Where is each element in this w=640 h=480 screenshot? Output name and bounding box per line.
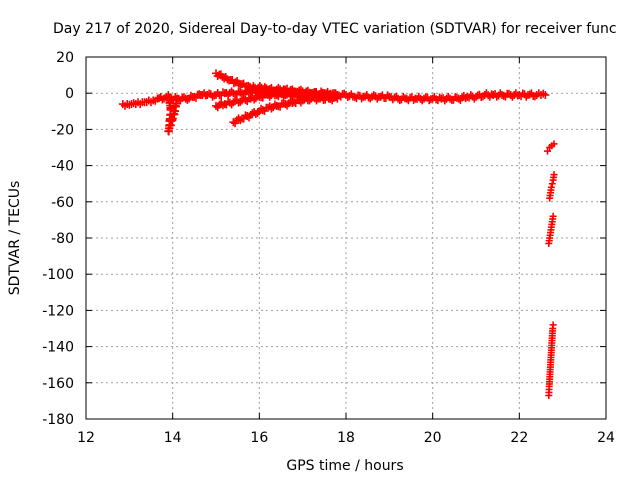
data-point — [376, 92, 385, 101]
data-point — [547, 183, 555, 191]
y-tick-label: 0 — [65, 86, 74, 102]
data-point — [305, 96, 314, 105]
data-point — [265, 92, 274, 101]
x-tick-label: 22 — [510, 430, 528, 446]
plot-frame — [85, 56, 607, 420]
data-point — [331, 93, 340, 102]
data-point — [420, 94, 428, 103]
data-point — [550, 140, 558, 148]
x-tick-label: 12 — [77, 430, 95, 446]
data-point — [274, 83, 283, 92]
data-point — [383, 91, 392, 100]
data-point — [548, 180, 556, 188]
x-axis-title: GPS time / hours — [286, 458, 403, 474]
y-tick-label: -120 — [42, 303, 74, 319]
data-point — [250, 95, 259, 104]
data-point — [446, 94, 454, 103]
data-point — [549, 212, 557, 220]
data-point — [541, 91, 550, 100]
data-point — [454, 94, 463, 103]
data-point — [357, 94, 366, 103]
data-point — [322, 93, 331, 102]
y-tick-label: -40 — [51, 159, 74, 175]
x-tick-label: 24 — [597, 430, 615, 446]
x-tick-label: 16 — [250, 430, 268, 446]
data-point — [350, 92, 359, 101]
x-tick-label: 20 — [424, 430, 442, 446]
data-point — [316, 94, 324, 103]
data-point — [326, 94, 335, 103]
data-point — [333, 94, 342, 103]
y-tick-label: -160 — [42, 376, 74, 392]
data-point — [253, 109, 262, 118]
y-tick-label: -20 — [51, 122, 74, 138]
chart-title: Day 217 of 2020, Sidereal Day-to-day VTE… — [53, 21, 617, 37]
x-tick-label: 18 — [337, 430, 355, 446]
data-point — [267, 104, 276, 113]
data-point — [544, 147, 551, 155]
y-tick-label: -60 — [51, 195, 74, 211]
x-tick-label: 14 — [164, 430, 182, 446]
data-point — [286, 97, 295, 106]
y-tick-label: -140 — [42, 340, 74, 356]
data-point — [183, 95, 192, 104]
y-tick-label: -80 — [51, 231, 74, 247]
data-point — [440, 96, 449, 105]
data-point — [340, 89, 349, 98]
data-point — [466, 91, 475, 100]
data-point — [265, 85, 274, 94]
tick-labels: 12 14 16 18 20 22 24 20 0 -20 -40 -60 -80 -100 -120 -14… — [42, 50, 615, 446]
data-point — [402, 94, 411, 103]
data-point — [253, 91, 262, 100]
data-point — [550, 171, 558, 179]
data-point — [270, 100, 279, 109]
y-tick-label: -100 — [42, 267, 74, 283]
data-point — [549, 321, 557, 329]
data-points — [118, 69, 558, 399]
data-point — [409, 95, 418, 104]
y-axis-title: SDTVAR / TECUs — [7, 181, 23, 296]
y-tick-label: 20 — [56, 50, 74, 66]
data-point — [173, 94, 181, 103]
data-point — [390, 93, 399, 102]
grid — [86, 57, 606, 419]
data-point — [272, 91, 281, 100]
y-tick-label: -180 — [42, 412, 74, 428]
data-point — [291, 89, 300, 98]
